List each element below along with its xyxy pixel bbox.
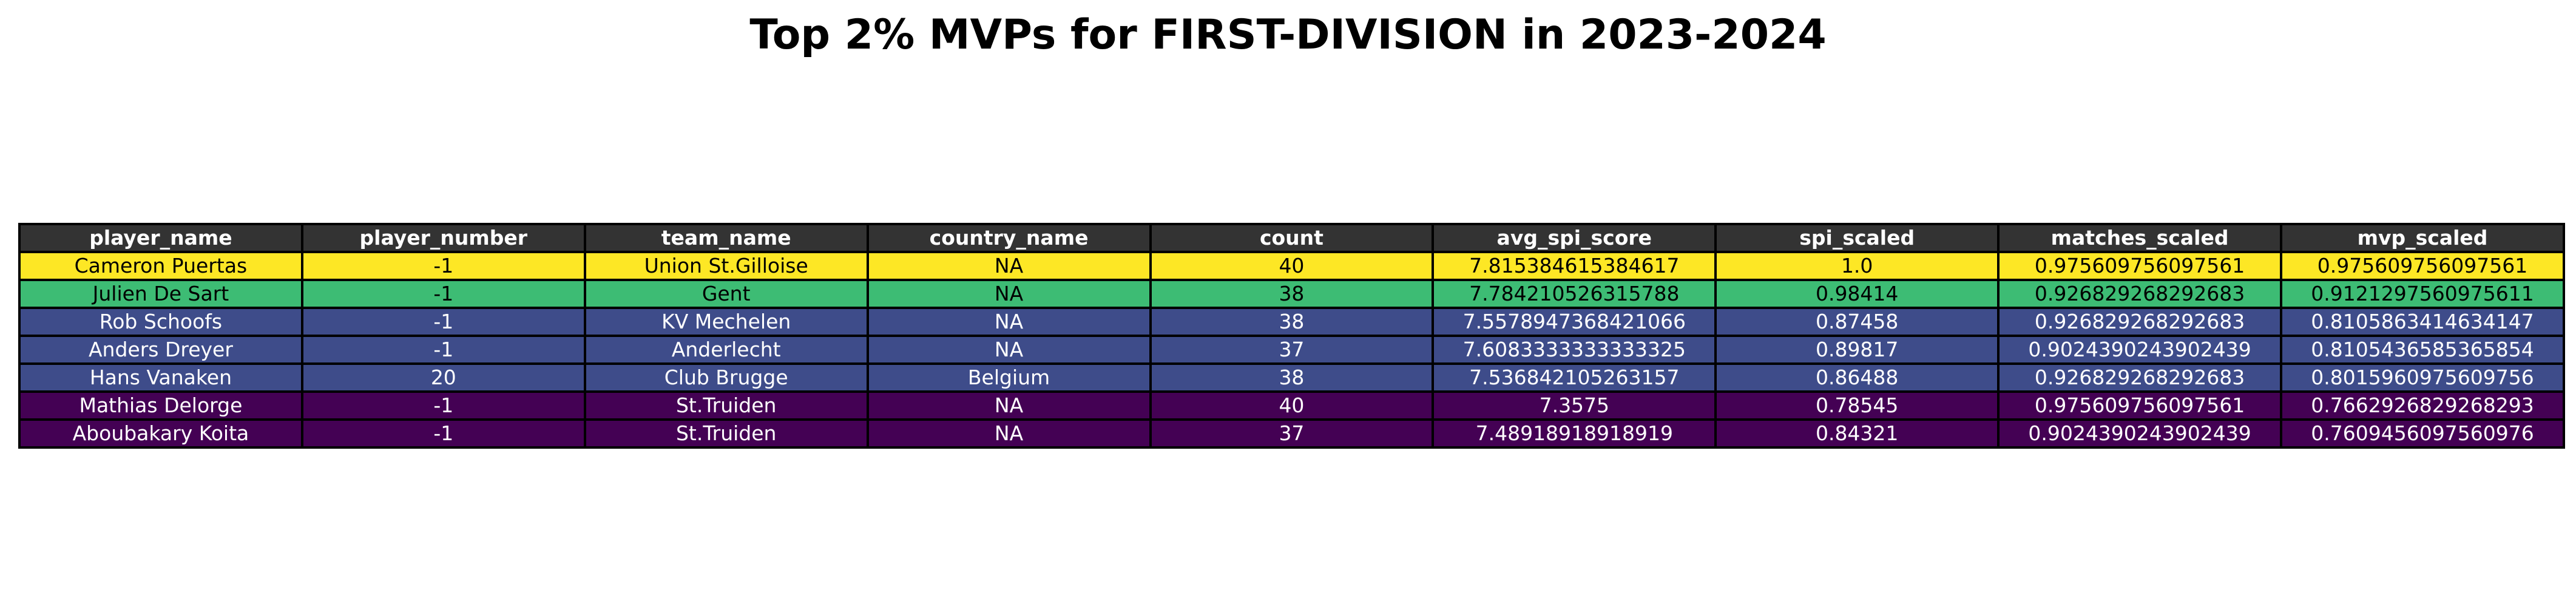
table-cell-matches-scaled: 0.975609756097561 bbox=[1997, 251, 2282, 281]
table-cell-spi-scaled: 0.98414 bbox=[1714, 279, 2000, 309]
table-body: Cameron Puertas -1 Union St.Gilloise NA 40 7.… bbox=[18, 251, 2565, 449]
table-cell-matches-scaled: 0.926829268292683 bbox=[1997, 307, 2282, 337]
table-cell-country-name: NA bbox=[866, 251, 1152, 281]
table-cell-player-number: -1 bbox=[300, 390, 586, 421]
chart-title: Top 2% MVPs for FIRST-DIVISION in 2023-2… bbox=[749, 11, 1827, 59]
column-header-avg-spi-score: avg_spi_score bbox=[1432, 223, 1717, 253]
table-cell-team-name: Union St.Gilloise bbox=[583, 251, 869, 281]
mvp-table: player_name player_number team_name country… bbox=[18, 223, 2565, 449]
table-cell-mvp-scaled: 0.975609756097561 bbox=[2280, 251, 2565, 281]
table-cell-country-name: NA bbox=[866, 307, 1152, 337]
table-cell-player-name: Julien De Sart bbox=[18, 279, 303, 309]
table-cell-team-name: KV Mechelen bbox=[583, 307, 869, 337]
table-cell-mvp-scaled: 0.9121297560975611 bbox=[2280, 279, 2565, 309]
table-cell-country-name: NA bbox=[866, 390, 1152, 421]
table-cell-country-name: Belgium bbox=[866, 362, 1152, 393]
table-cell-avg-spi-score: 7.784210526315788 bbox=[1432, 279, 1717, 309]
column-header-mvp-scaled: mvp_scaled bbox=[2280, 223, 2565, 253]
column-header-matches-scaled: matches_scaled bbox=[1997, 223, 2282, 253]
table-cell-player-number: -1 bbox=[300, 418, 586, 449]
table-cell-player-number: -1 bbox=[300, 307, 586, 337]
table-cell-country-name: NA bbox=[866, 279, 1152, 309]
table-cell-count: 40 bbox=[1149, 390, 1435, 421]
table-cell-country-name: NA bbox=[866, 418, 1152, 449]
table-cell-mvp-scaled: 0.7609456097560976 bbox=[2280, 418, 2565, 449]
table-cell-spi-scaled: 1.0 bbox=[1714, 251, 2000, 281]
column-header-spi-scaled: spi_scaled bbox=[1714, 223, 2000, 253]
table-cell-player-name: Anders Dreyer bbox=[18, 335, 303, 365]
table-cell-count: 38 bbox=[1149, 279, 1435, 309]
table-cell-player-name: Hans Vanaken bbox=[18, 362, 303, 393]
table-cell-count: 37 bbox=[1149, 335, 1435, 365]
table-cell-avg-spi-score: 7.815384615384617 bbox=[1432, 251, 1717, 281]
table-cell-count: 38 bbox=[1149, 307, 1435, 337]
table-cell-count: 37 bbox=[1149, 418, 1435, 449]
table-cell-mvp-scaled: 0.7662926829268293 bbox=[2280, 390, 2565, 421]
table-cell-team-name: St.Truiden bbox=[583, 390, 869, 421]
table-cell-player-number: -1 bbox=[300, 335, 586, 365]
table-cell-player-name: Rob Schoofs bbox=[18, 307, 303, 337]
table-cell-matches-scaled: 0.926829268292683 bbox=[1997, 362, 2282, 393]
table-cell-matches-scaled: 0.9024390243902439 bbox=[1997, 418, 2282, 449]
table-cell-player-name: Cameron Puertas bbox=[18, 251, 303, 281]
table-cell-player-number: -1 bbox=[300, 279, 586, 309]
table-cell-mvp-scaled: 0.8015960975609756 bbox=[2280, 362, 2565, 393]
column-header-country-name: country_name bbox=[866, 223, 1152, 253]
table-cell-matches-scaled: 0.9024390243902439 bbox=[1997, 335, 2282, 365]
table-cell-matches-scaled: 0.975609756097561 bbox=[1997, 390, 2282, 421]
table-row: Rob Schoofs -1 KV Mechelen NA 38 7.5578947368… bbox=[18, 307, 2565, 337]
table-cell-spi-scaled: 0.86488 bbox=[1714, 362, 2000, 393]
table-cell-team-name: Gent bbox=[583, 279, 869, 309]
table-cell-player-name: Mathias Delorge bbox=[18, 390, 303, 421]
table-cell-team-name: St.Truiden bbox=[583, 418, 869, 449]
column-header-player-number: player_number bbox=[300, 223, 586, 253]
table-cell-spi-scaled: 0.87458 bbox=[1714, 307, 2000, 337]
table-row: Julien De Sart -1 Gent NA 38 7.78421052631578… bbox=[18, 279, 2565, 309]
table-cell-mvp-scaled: 0.8105863414634147 bbox=[2280, 307, 2565, 337]
table-row: Mathias Delorge -1 St.Truiden NA 40 7.3575 0.7… bbox=[18, 390, 2565, 421]
table-cell-avg-spi-score: 7.3575 bbox=[1432, 390, 1717, 421]
column-header-player-name: player_name bbox=[18, 223, 303, 253]
table-cell-spi-scaled: 0.78545 bbox=[1714, 390, 2000, 421]
table-cell-player-number: -1 bbox=[300, 251, 586, 281]
table-header-row: player_name player_number team_name country… bbox=[18, 223, 2565, 253]
table-cell-player-number: 20 bbox=[300, 362, 586, 393]
table-cell-count: 38 bbox=[1149, 362, 1435, 393]
table-row: Cameron Puertas -1 Union St.Gilloise NA 40 7.… bbox=[18, 251, 2565, 281]
column-header-count: count bbox=[1149, 223, 1435, 253]
table-cell-avg-spi-score: 7.6083333333333325 bbox=[1432, 335, 1717, 365]
table-cell-avg-spi-score: 7.536842105263157 bbox=[1432, 362, 1717, 393]
table-row: Aboubakary Koita -1 St.Truiden NA 37 7.489189… bbox=[18, 418, 2565, 449]
table-cell-avg-spi-score: 7.5578947368421066 bbox=[1432, 307, 1717, 337]
column-header-team-name: team_name bbox=[583, 223, 869, 253]
table-cell-team-name: Anderlecht bbox=[583, 335, 869, 365]
table-cell-mvp-scaled: 0.8105436585365854 bbox=[2280, 335, 2565, 365]
table-cell-country-name: NA bbox=[866, 335, 1152, 365]
table-cell-count: 40 bbox=[1149, 251, 1435, 281]
table-cell-matches-scaled: 0.926829268292683 bbox=[1997, 279, 2282, 309]
table-cell-spi-scaled: 0.89817 bbox=[1714, 335, 2000, 365]
table-cell-player-name: Aboubakary Koita bbox=[18, 418, 303, 449]
table-cell-team-name: Club Brugge bbox=[583, 362, 869, 393]
table-row: Hans Vanaken 20 Club Brugge Belgium 38 7.5368… bbox=[18, 362, 2565, 393]
table-cell-spi-scaled: 0.84321 bbox=[1714, 418, 2000, 449]
table-row: Anders Dreyer -1 Anderlecht NA 37 7.608333333… bbox=[18, 335, 2565, 365]
table-cell-avg-spi-score: 7.48918918918919 bbox=[1432, 418, 1717, 449]
